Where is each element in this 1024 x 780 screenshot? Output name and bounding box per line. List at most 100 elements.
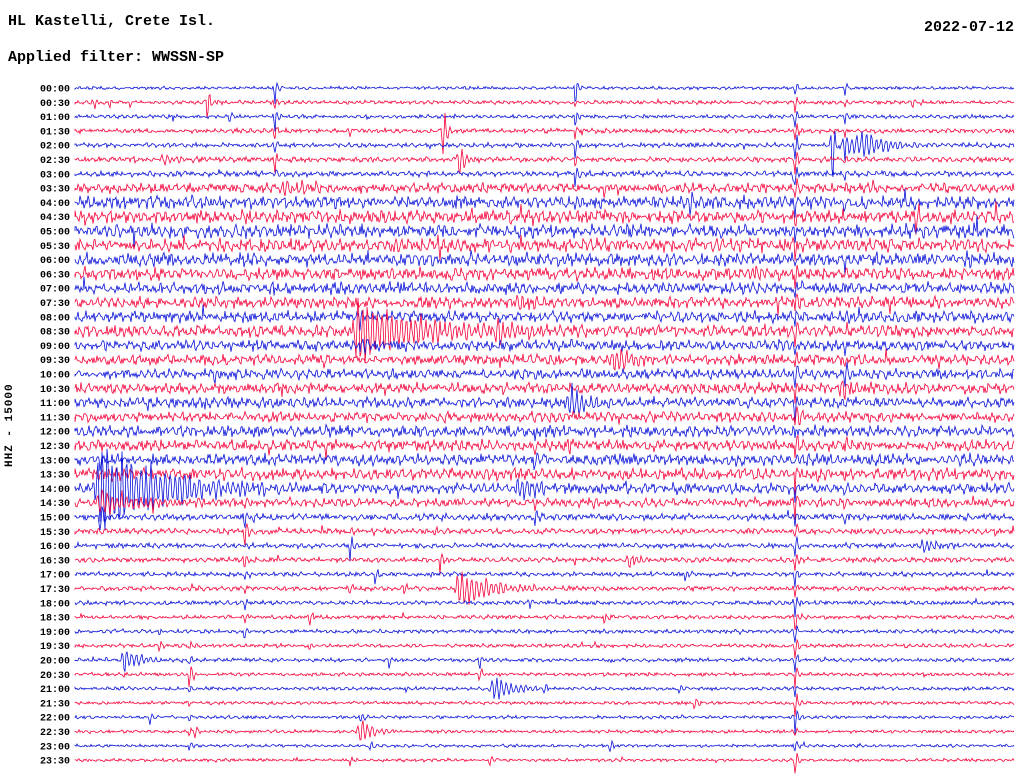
filter-label: Applied filter: WWSSN-SP (8, 49, 225, 66)
trace-row (74, 752, 1015, 774)
trace-row (74, 293, 1015, 316)
time-label: 07:30 (40, 299, 70, 310)
time-label: 00:00 (40, 85, 70, 96)
trace-row (74, 488, 1015, 520)
time-label: 19:30 (40, 642, 70, 653)
time-label: 06:00 (40, 256, 70, 267)
trace-row (74, 167, 1015, 187)
time-label: 09:30 (40, 356, 70, 367)
time-label: 23:30 (40, 757, 70, 768)
trace-row (74, 234, 1015, 261)
trace-row (74, 201, 1014, 235)
time-label: 22:30 (40, 728, 70, 739)
trace-row (74, 720, 1015, 741)
trace-row (74, 666, 1015, 689)
trace-row (74, 552, 1015, 575)
trace-row (74, 739, 1015, 752)
time-label: 21:00 (40, 685, 70, 696)
trace-row (74, 709, 1015, 734)
trace-row (74, 264, 1015, 289)
time-label: 21:30 (40, 699, 70, 710)
time-label: 18:00 (40, 599, 70, 610)
trace-row (74, 677, 1015, 700)
time-label: 01:00 (40, 113, 70, 124)
trace-row (74, 250, 1015, 276)
trace-row (74, 382, 1015, 425)
trace-row (74, 304, 1015, 331)
trace-row (74, 522, 1015, 546)
time-label: 05:00 (40, 228, 70, 239)
time-label: 20:00 (40, 657, 70, 668)
trace-row (74, 638, 1015, 659)
trace-row (74, 380, 1015, 404)
time-label: 12:00 (40, 428, 70, 439)
time-label: 19:00 (40, 628, 70, 639)
trace-row (74, 596, 1015, 618)
trace-row (74, 149, 1015, 175)
time-label: 02:00 (40, 142, 70, 153)
trace-row (74, 338, 1015, 357)
trace-row (74, 348, 1015, 371)
time-label: 16:00 (40, 542, 70, 553)
trace-row (74, 94, 1015, 118)
trace-row (74, 215, 1015, 248)
trace-row (74, 297, 1015, 364)
time-label: 04:30 (40, 213, 70, 224)
trace-row (74, 693, 1015, 717)
trace-row (74, 111, 1015, 132)
time-label: 08:00 (40, 313, 70, 324)
trace-row (74, 406, 1015, 426)
time-label: 17:00 (40, 571, 70, 582)
time-label: 01:30 (40, 127, 70, 138)
time-label: 08:30 (40, 328, 70, 339)
time-label: 04:00 (40, 199, 70, 210)
time-label: 20:30 (40, 671, 70, 682)
time-label: 12:30 (40, 442, 70, 453)
trace-row (74, 611, 1015, 631)
trace-row (74, 651, 1015, 673)
time-label: 11:30 (40, 413, 70, 424)
time-label: 13:00 (40, 456, 70, 467)
time-label: 14:30 (40, 499, 70, 510)
time-label: 10:00 (40, 371, 70, 382)
time-label: 14:00 (40, 485, 70, 496)
time-label: 03:30 (40, 185, 70, 196)
time-label: 15:30 (40, 528, 70, 539)
time-label: 13:30 (40, 471, 70, 482)
y-axis-label: HHZ - 15000 (4, 383, 16, 467)
time-label: 15:00 (40, 514, 70, 525)
time-label: 03:00 (40, 170, 70, 181)
time-label: 11:00 (40, 399, 70, 410)
trace-row (74, 536, 1015, 562)
trace-row (74, 131, 1015, 177)
trace-row (74, 362, 1015, 388)
time-label: 18:30 (40, 614, 70, 625)
time-label: 06:30 (40, 270, 70, 281)
trace-row (74, 625, 1015, 643)
trace-row (74, 276, 1015, 298)
time-label: 10:30 (40, 385, 70, 396)
time-label: 16:30 (40, 556, 70, 567)
trace-row (74, 466, 1015, 495)
time-label: 05:30 (40, 242, 70, 253)
trace-row (74, 188, 1015, 218)
trace-row (74, 571, 1015, 605)
trace-row (74, 448, 1015, 531)
trace-row (74, 506, 1015, 531)
time-label: 17:30 (40, 585, 70, 596)
trace-row (74, 452, 1014, 472)
time-label: 09:00 (40, 342, 70, 353)
trace-row (74, 423, 1015, 442)
time-label: 23:00 (40, 742, 70, 753)
time-label: 00:30 (40, 99, 70, 110)
trace-row (74, 569, 1015, 588)
trace-row (74, 112, 1015, 155)
trace-row (74, 434, 1015, 459)
time-label: 07:00 (40, 285, 70, 296)
date-label: 2022-07-12 (923, 19, 1014, 36)
trace-row (74, 81, 1015, 104)
time-label: 02:30 (40, 156, 70, 167)
time-label: 22:00 (40, 714, 70, 725)
